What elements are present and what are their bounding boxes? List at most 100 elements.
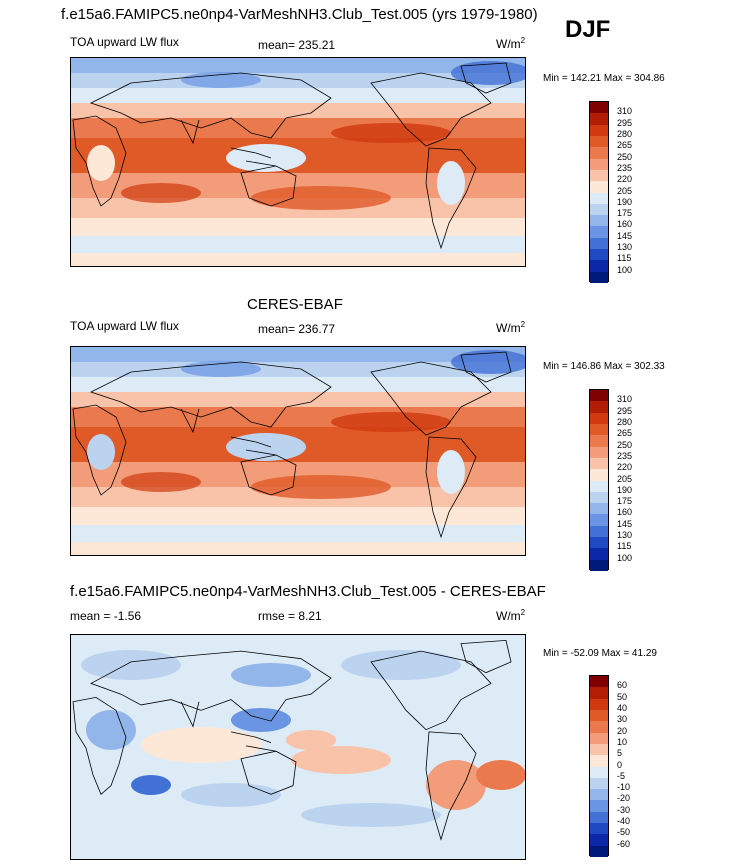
colorbar-diff-tick-label: 30: [617, 714, 628, 725]
colorbar-diff-tick-label: 50: [617, 691, 628, 702]
colorbar-flux-swatch: [590, 457, 608, 470]
colorbar-flux-swatch: [590, 102, 608, 114]
colorbar-flux-swatch: [590, 147, 608, 159]
colorbar-flux-tick-label: 100: [617, 264, 633, 275]
colorbar-flux-swatch: [590, 260, 608, 272]
colorbar-diff-swatch: [590, 789, 608, 801]
colorbar-diff-swatch: [590, 777, 608, 790]
colorbar-flux-tick-label: 220: [617, 174, 633, 185]
colorbar-flux-tick-label: 310: [617, 106, 633, 117]
colorbar-diff-swatch: [590, 743, 608, 756]
colorbar-flux-tick-label: 115: [617, 253, 632, 264]
colorbar-flux-tick-label: 235: [617, 450, 633, 461]
colorbar-flux-swatch: [590, 548, 608, 560]
season-label: DJF: [565, 16, 611, 43]
colorbar-flux-swatch: [590, 469, 608, 481]
colorbar-diff-swatch: [590, 732, 608, 744]
panel3-heading: f.e15a6.FAMIPC5.ne0np4-VarMeshNH3.Club_T…: [70, 583, 546, 600]
colorbar-flux-swatch: [590, 192, 608, 204]
colorbar-diff-swatch: [590, 811, 608, 824]
colorbar-flux-tick-label: 295: [617, 405, 633, 416]
panel3-colorbar: [589, 675, 609, 857]
colorbar-flux-swatch: [590, 503, 608, 515]
colorbar-flux-swatch: [590, 423, 608, 436]
colorbar-diff-tick-label: -40: [617, 816, 631, 827]
colorbar-flux-tick-label: 205: [617, 185, 633, 196]
colorbar-flux-swatch: [590, 446, 608, 458]
colorbar-flux-tick-label: 145: [617, 518, 633, 529]
colorbar-flux-tick-label: 190: [617, 196, 633, 207]
colorbar-flux-swatch: [590, 559, 608, 571]
colorbar-flux-tick-label: 100: [617, 552, 633, 563]
colorbar-diff-swatch: [590, 834, 608, 846]
colorbar-flux-swatch: [590, 491, 608, 504]
colorbar-flux-tick-label: 310: [617, 394, 633, 405]
colorbar-flux-tick-label: 160: [617, 219, 633, 230]
colorbar-diff-swatch: [590, 676, 608, 688]
panel2-minmax: Min = 146.86 Max = 302.33: [543, 361, 665, 372]
colorbar-diff-swatch: [590, 800, 608, 812]
colorbar-flux-tick-label: 280: [617, 128, 633, 139]
colorbar-flux-swatch: [590, 412, 608, 424]
colorbar-diff-tick-label: 20: [617, 725, 628, 736]
colorbar-flux-swatch: [590, 480, 608, 492]
colorbar-diff-swatch: [590, 845, 608, 857]
colorbar-flux-tick-label: 265: [617, 140, 633, 151]
colorbar-flux-swatch: [590, 237, 608, 250]
colorbar-diff-tick-label: 40: [617, 702, 628, 713]
colorbar-flux-swatch: [590, 537, 608, 549]
colorbar-flux-swatch: [590, 181, 608, 193]
colorbar-flux-tick-label: 205: [617, 473, 633, 484]
colorbar-flux-swatch: [590, 249, 608, 261]
colorbar-flux-swatch: [590, 226, 608, 238]
colorbar-diff-tick-label: 5: [617, 748, 623, 759]
colorbar-diff-tick-label: -30: [617, 804, 631, 815]
colorbar-flux-swatch: [590, 169, 608, 182]
colorbar-flux-tick-label: 250: [617, 151, 633, 162]
colorbar-diff-swatch: [590, 755, 608, 767]
colorbar-diff-tick-label: -5: [617, 770, 626, 781]
colorbar-flux-swatch: [590, 124, 608, 136]
colorbar-flux-swatch: [590, 113, 608, 125]
colorbar-flux-tick-label: 190: [617, 484, 633, 495]
panel2-variable-label: TOA upward LW flux: [70, 319, 179, 333]
colorbar-flux-tick-label: 175: [617, 496, 633, 507]
panel3-units: W/m2: [496, 608, 526, 623]
panel3-mean-label: mean = -1.56: [70, 609, 142, 623]
colorbar-flux-swatch: [590, 271, 608, 283]
colorbar-diff-tick-label: -50: [617, 827, 631, 838]
colorbar-flux-swatch: [590, 203, 608, 216]
colorbar-diff-tick-label: 60: [617, 680, 628, 691]
colorbar-diff-swatch: [590, 698, 608, 710]
colorbar-flux-swatch: [590, 215, 608, 227]
panel2-colorbar: [589, 389, 609, 571]
panel3-rmse-label: rmse = 8.21: [258, 609, 322, 623]
colorbar-flux-swatch: [590, 135, 608, 148]
panel2-units: W/m2: [496, 320, 526, 335]
colorbar-flux-tick-label: 295: [617, 117, 633, 128]
panel1-units: W/m2: [496, 36, 526, 51]
colorbar-flux-swatch: [590, 525, 608, 538]
colorbar-flux-tick-label: 130: [617, 530, 633, 541]
colorbar-diff-swatch: [590, 687, 608, 699]
panel2-map: [70, 346, 526, 556]
panel1-mean-label: mean= 235.21: [258, 38, 336, 52]
colorbar-flux-swatch: [590, 390, 608, 402]
panel1-minmax: Min = 142.21 Max = 304.86: [543, 73, 665, 84]
colorbar-diff-tick-label: 10: [617, 736, 628, 747]
colorbar-flux-tick-label: 145: [617, 230, 633, 241]
colorbar-diff-swatch: [590, 766, 608, 778]
panel1-colorbar: [589, 101, 609, 283]
colorbar-diff-swatch: [590, 823, 608, 835]
colorbar-flux-tick-label: 160: [617, 507, 633, 518]
main-title: f.e15a6.FAMIPC5.ne0np4-VarMeshNH3.Club_T…: [61, 6, 538, 23]
colorbar-diff-tick-label: -20: [617, 793, 631, 804]
panel3-minmax: Min = -52.09 Max = 41.29: [543, 648, 657, 659]
colorbar-flux-swatch: [590, 401, 608, 413]
panel1-map: [70, 57, 526, 267]
colorbar-diff-tick-label: -60: [617, 838, 631, 849]
colorbar-diff-swatch: [590, 709, 608, 722]
colorbar-diff-swatch: [590, 721, 608, 733]
colorbar-flux-tick-label: 265: [617, 428, 633, 439]
colorbar-flux-swatch: [590, 435, 608, 447]
